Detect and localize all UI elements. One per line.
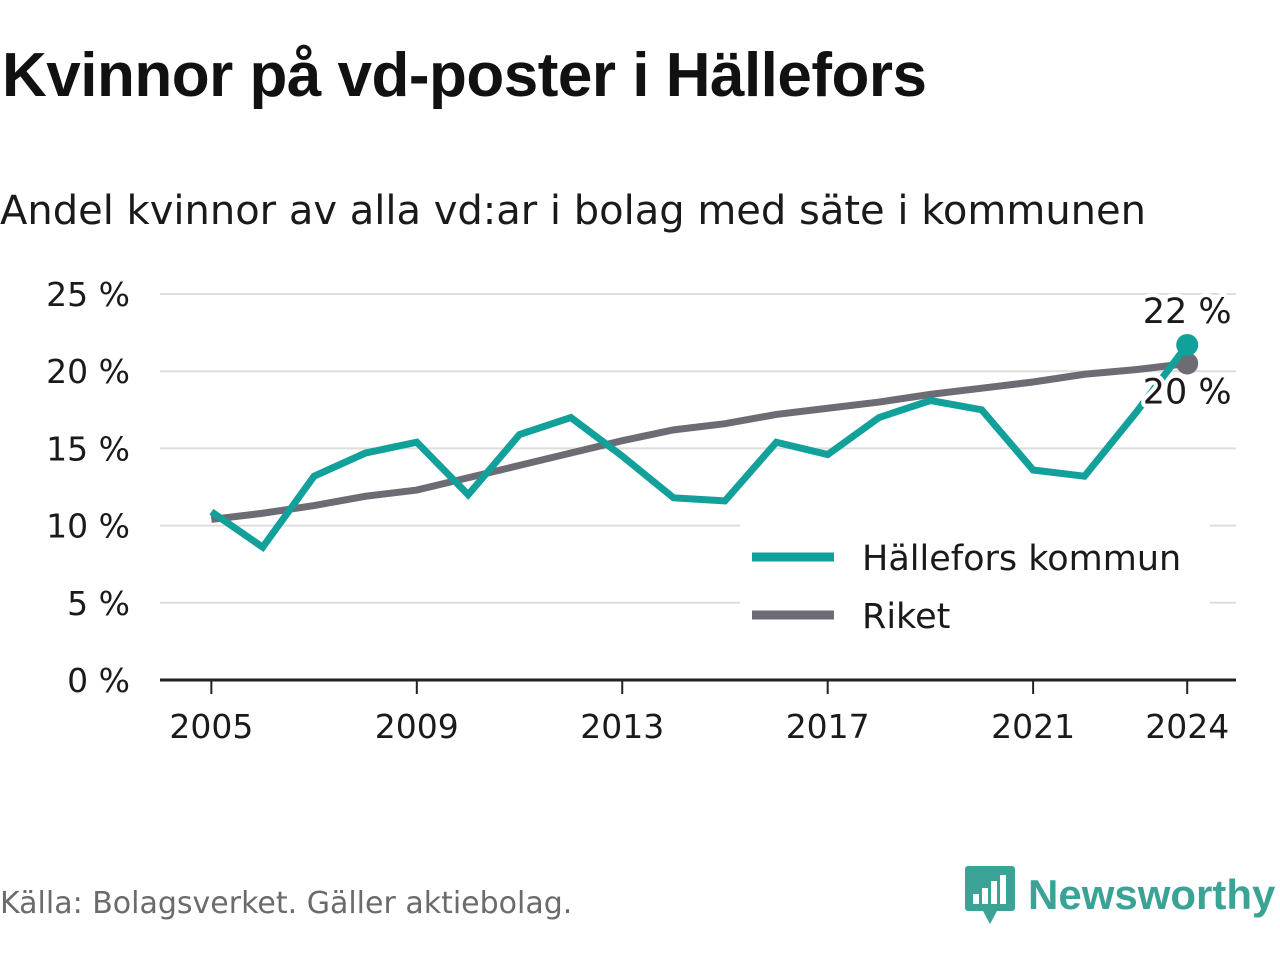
- legend: Hällefors kommun Riket: [740, 524, 1210, 637]
- bar-chart-speech-bubble-icon: [965, 866, 1015, 924]
- end-label-riket: 20 %: [1143, 372, 1232, 412]
- series-line-kommun: [209, 342, 1190, 553]
- legend-label-riket: Riket: [862, 597, 950, 637]
- x-axis: 2005 2009 2013 2017 2021 2024: [160, 678, 1236, 746]
- series-line-riket: [210, 360, 1188, 523]
- x-tick-label: 2013: [580, 707, 664, 746]
- x-tick-label: 2021: [991, 707, 1075, 746]
- y-tick-label: 20 %: [46, 352, 130, 391]
- end-labels: 22 % 20 %: [1139, 288, 1236, 417]
- end-label-kommun: 22 %: [1143, 292, 1232, 332]
- source-note: Källa: Bolagsverket. Gäller aktiebolag.: [0, 886, 573, 921]
- brand-logo: Newsworthy: [964, 864, 1275, 926]
- end-point-kommun: [1176, 333, 1199, 356]
- x-tick-label: 2017: [786, 707, 870, 746]
- chart-title: Kvinnor på vd-poster i Hällefors: [2, 41, 927, 110]
- series-lines: [209, 333, 1199, 553]
- y-tick-label: 0 %: [67, 661, 130, 700]
- brand-name: Newsworthy: [1028, 871, 1276, 918]
- y-axis-tick-labels: 0 % 5 % 10 % 15 % 20 % 25 %: [46, 275, 130, 700]
- y-tick-label: 15 %: [46, 429, 130, 468]
- chart-subtitle: Andel kvinnor av alla vd:ar i bolag med …: [0, 188, 1146, 234]
- x-tick-label: 2009: [375, 707, 459, 746]
- y-tick-label: 25 %: [46, 275, 130, 314]
- x-tick-label: 2005: [169, 707, 253, 746]
- x-tick-label: 2024: [1145, 707, 1229, 746]
- y-tick-label: 5 %: [67, 584, 130, 623]
- y-tick-label: 10 %: [46, 507, 130, 546]
- legend-label-kommun: Hällefors kommun: [862, 539, 1181, 579]
